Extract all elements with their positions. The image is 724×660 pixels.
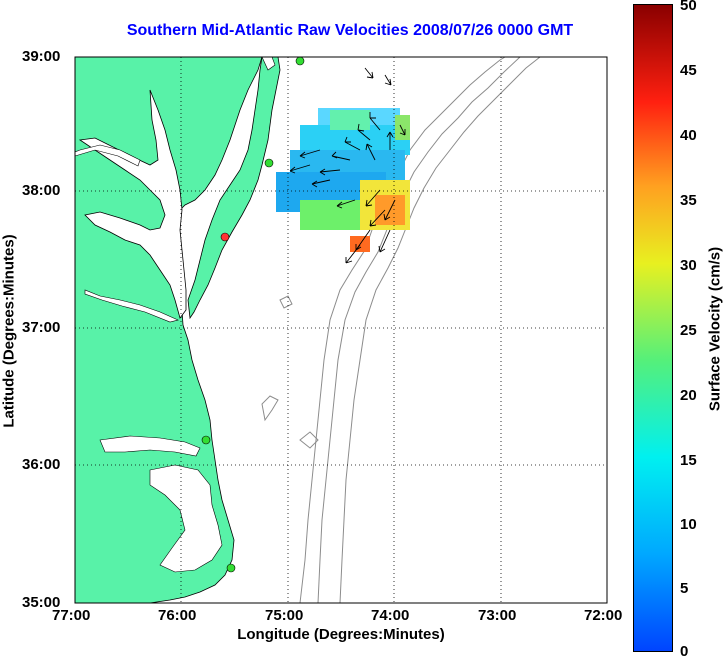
james-river xyxy=(84,289,179,323)
colorbar-tick: 10 xyxy=(680,516,697,533)
x-tick-label: 72:00 xyxy=(584,607,623,624)
pamlico-sound xyxy=(149,464,223,573)
colorbar-tick: 5 xyxy=(680,580,689,597)
velocity-field xyxy=(276,108,410,252)
x-tick-label: 76:00 xyxy=(158,607,197,624)
site-marker xyxy=(264,158,274,168)
x-axis-label: Longitude (Degrees:Minutes) xyxy=(237,626,445,643)
colorbar-tick: 15 xyxy=(680,452,697,469)
colorbar-tick: 40 xyxy=(680,127,697,144)
y-tick-label: 37:00 xyxy=(22,319,61,336)
colorbar-tick: 50 xyxy=(680,0,697,14)
y-tick-label: 35:00 xyxy=(22,594,61,611)
y-axis-label: Latitude (Degrees:Minutes) xyxy=(0,234,18,428)
land-mainland xyxy=(74,56,263,604)
colorbar-tick: 35 xyxy=(680,192,697,209)
plot-frame xyxy=(74,56,608,604)
colorbar-tick: 30 xyxy=(680,257,697,274)
y-tick-label: 36:00 xyxy=(22,456,61,473)
y-tick-label: 39:00 xyxy=(22,48,61,65)
chart-title: Southern Mid-Atlantic Raw Velocities 200… xyxy=(126,22,574,39)
colorbar-tick: 25 xyxy=(680,322,697,339)
site-marker xyxy=(201,435,211,445)
x-tick-label: 77:00 xyxy=(52,607,91,624)
x-tick-label: 74:00 xyxy=(371,607,410,624)
site-marker xyxy=(226,563,236,573)
grid-lines xyxy=(75,57,607,603)
x-tick-label: 73:00 xyxy=(478,607,517,624)
colorbar-tick: 45 xyxy=(680,62,697,79)
y-tick-label: 38:00 xyxy=(22,182,61,199)
colorbar-label: Surface Velocity (cm/s) xyxy=(706,246,724,412)
velocity-vectors xyxy=(289,67,406,264)
albemarle-sound xyxy=(99,435,201,457)
colorbar xyxy=(633,4,673,652)
colorbar-tick: 20 xyxy=(680,387,697,404)
x-tick-label: 75:00 xyxy=(265,607,304,624)
site-marker-inactive xyxy=(220,232,230,242)
bathymetry-contours xyxy=(261,56,541,604)
land-delmarva xyxy=(187,56,281,320)
colorbar-tick: 0 xyxy=(680,643,689,660)
site-marker xyxy=(295,56,305,66)
